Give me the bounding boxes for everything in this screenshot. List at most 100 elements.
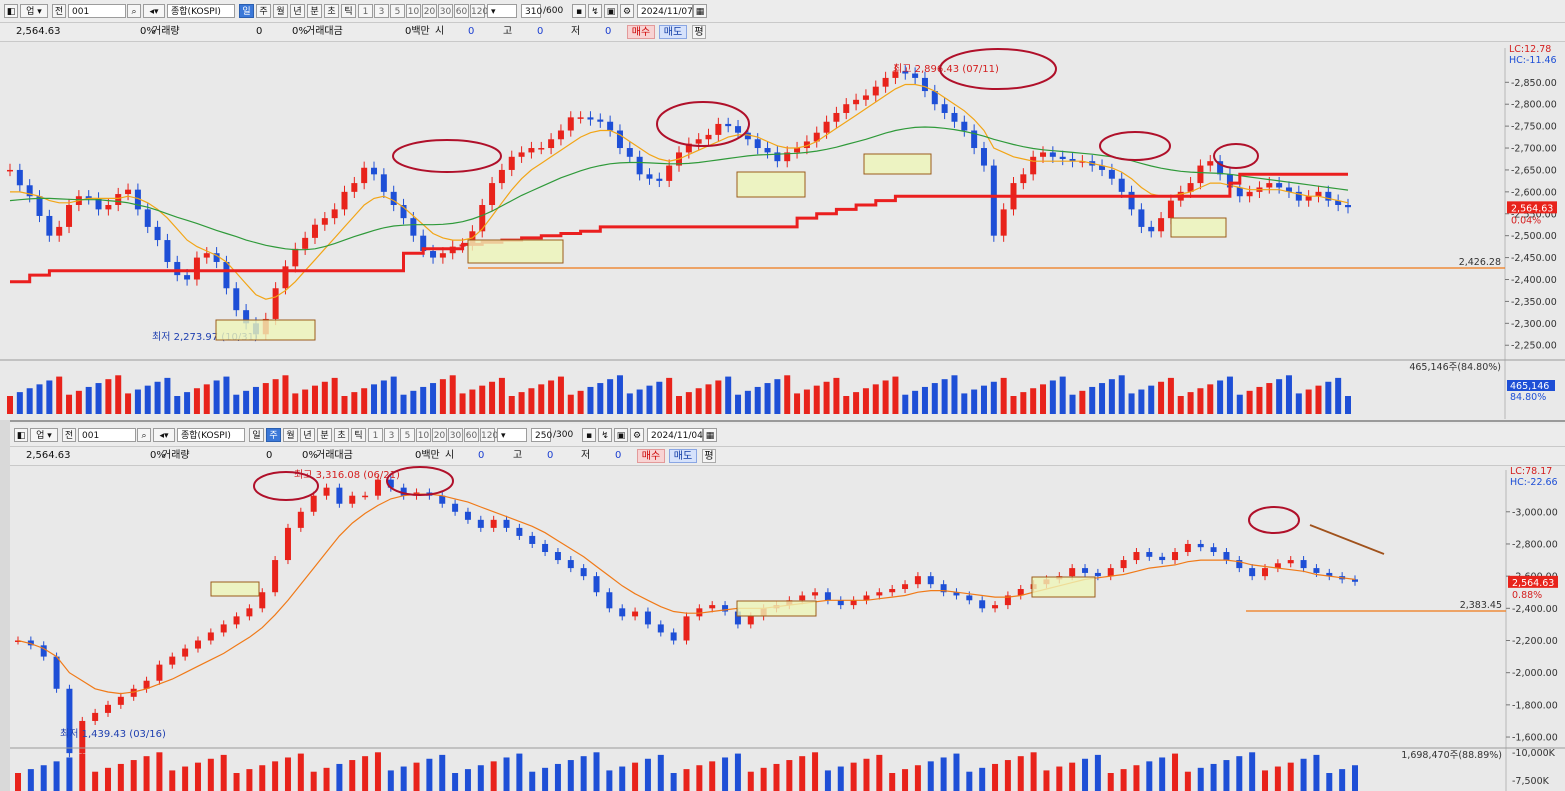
sell-button[interactable]: 매도 xyxy=(669,449,697,463)
indicator-icon[interactable]: ▪ xyxy=(572,4,586,18)
period-tab-5[interactable]: 초 xyxy=(324,4,339,18)
prev-button[interactable]: 전 xyxy=(62,428,76,442)
volume-bar xyxy=(657,754,664,791)
candle xyxy=(833,112,840,122)
period-tab-6[interactable]: 틱 xyxy=(341,4,356,18)
calendar-icon[interactable]: ▦ xyxy=(703,428,717,442)
period-tab-5[interactable]: 초 xyxy=(334,428,349,442)
period-tab-3[interactable]: 년 xyxy=(300,428,315,442)
date-input[interactable]: 2024/11/07 xyxy=(637,4,693,18)
prev-button[interactable]: 전 xyxy=(52,4,66,18)
volume-bar xyxy=(902,394,909,414)
volume-bar xyxy=(207,758,214,791)
open-value: 0 xyxy=(478,450,485,461)
buy-button[interactable]: 매수 xyxy=(637,449,665,463)
sound-icon[interactable]: ◂▾ xyxy=(143,4,165,18)
candle xyxy=(529,535,536,544)
candle xyxy=(902,71,909,74)
minute-tab-1[interactable]: 1 xyxy=(358,4,373,18)
period-tab-6[interactable]: 틱 xyxy=(351,428,366,442)
layout-icon[interactable]: ◧ xyxy=(4,4,18,18)
minute-tab-3[interactable]: 3 xyxy=(384,428,399,442)
volume-bar xyxy=(203,384,210,414)
period-tab-4[interactable]: 분 xyxy=(317,428,332,442)
minute-tab-120[interactable]: 120 xyxy=(470,4,488,18)
volume-bar xyxy=(927,761,934,791)
search-icon[interactable]: ⌕ xyxy=(127,4,141,18)
pyeong-button[interactable]: 평 xyxy=(692,25,706,39)
minute-tab-60[interactable]: 60 xyxy=(464,428,479,442)
market-select[interactable]: 업 ▾ xyxy=(20,4,48,18)
period-tab-1[interactable]: 주 xyxy=(256,4,271,18)
volume-bar xyxy=(1010,396,1017,414)
pyeong-button[interactable]: 평 xyxy=(702,449,716,463)
minute-tab-5[interactable]: 5 xyxy=(400,428,415,442)
minute-tab-3[interactable]: 3 xyxy=(374,4,389,18)
calendar-icon[interactable]: ▦ xyxy=(693,4,707,18)
period-tab-2[interactable]: 월 xyxy=(273,4,288,18)
interval-select[interactable]: ▾ xyxy=(487,4,517,18)
sell-button[interactable]: 매도 xyxy=(659,25,687,39)
period-tab-0[interactable]: 일 xyxy=(249,428,264,442)
volume-label: 거래량 xyxy=(162,450,190,461)
weekly-price-chart[interactable]: -3,000.00-2,800.00-2,600.00-2,400.00-2,2… xyxy=(10,466,1565,791)
draw-icon[interactable]: ↯ xyxy=(598,428,612,442)
draw-icon[interactable]: ↯ xyxy=(588,4,602,18)
period-tab-1[interactable]: 주 xyxy=(266,428,281,442)
code-input[interactable]: 001 xyxy=(78,428,136,442)
volume-bar xyxy=(477,765,484,791)
volume-bar xyxy=(824,770,831,791)
volume-bar xyxy=(164,377,171,414)
volume-bar xyxy=(646,385,653,414)
period-tab-2[interactable]: 월 xyxy=(283,428,298,442)
candle xyxy=(799,595,806,601)
count-input[interactable]: 310 xyxy=(521,4,542,18)
minute-tab-20[interactable]: 20 xyxy=(432,428,447,442)
period-tab-0[interactable]: 일 xyxy=(239,4,254,18)
minute-tab-60[interactable]: 60 xyxy=(454,4,469,18)
minute-tab-5[interactable]: 5 xyxy=(390,4,405,18)
volume-bar xyxy=(105,379,112,414)
volume-bar xyxy=(666,377,673,414)
daily-price-chart[interactable]: -2,850.00 -2,800.00 -2,750.00 -2,700.00 -2,6… xyxy=(0,44,1565,419)
volume-bar xyxy=(1043,770,1050,791)
period-tab-3[interactable]: 년 xyxy=(290,4,305,18)
minute-tab-1[interactable]: 1 xyxy=(368,428,383,442)
minute-tab-30[interactable]: 30 xyxy=(438,4,453,18)
save-icon[interactable]: ▣ xyxy=(604,4,618,18)
minute-tab-30[interactable]: 30 xyxy=(448,428,463,442)
candle xyxy=(657,624,664,633)
buy-button[interactable]: 매수 xyxy=(627,25,655,39)
volume-bar xyxy=(400,766,407,791)
minute-tab-20[interactable]: 20 xyxy=(422,4,437,18)
count-input[interactable]: 250 xyxy=(531,428,552,442)
market-select[interactable]: 업 ▾ xyxy=(30,428,58,442)
code-input[interactable]: 001 xyxy=(68,4,126,18)
volume-value: 0 xyxy=(256,26,263,37)
gear-icon[interactable]: ⚙ xyxy=(630,428,644,442)
search-icon[interactable]: ⌕ xyxy=(137,428,151,442)
minute-tab-10[interactable]: 10 xyxy=(416,428,431,442)
minute-tab-120[interactable]: 120 xyxy=(480,428,498,442)
sound-icon[interactable]: ◂▾ xyxy=(153,428,175,442)
save-icon[interactable]: ▣ xyxy=(614,428,628,442)
candle xyxy=(1172,552,1179,561)
volume-last-label: 465,146 xyxy=(1510,381,1549,392)
indicator-icon[interactable]: ▪ xyxy=(582,428,596,442)
layout-icon[interactable]: ◧ xyxy=(14,428,28,442)
volume-bar xyxy=(1056,766,1063,791)
volume-bar xyxy=(747,771,754,791)
volume-bar xyxy=(1094,754,1101,791)
low-annotation: 최저 1,439.43 (03/16) xyxy=(60,728,166,740)
candle xyxy=(1000,209,1007,236)
candle xyxy=(764,148,771,153)
gear-icon[interactable]: ⚙ xyxy=(620,4,634,18)
period-tab-4[interactable]: 분 xyxy=(307,4,322,18)
interval-select[interactable]: ▾ xyxy=(497,428,527,442)
low-value: 0 xyxy=(605,26,612,37)
date-input[interactable]: 2024/11/04 xyxy=(647,428,703,442)
candle xyxy=(597,119,604,122)
minute-tab-10[interactable]: 10 xyxy=(406,4,421,18)
volume-bar xyxy=(1146,761,1153,791)
